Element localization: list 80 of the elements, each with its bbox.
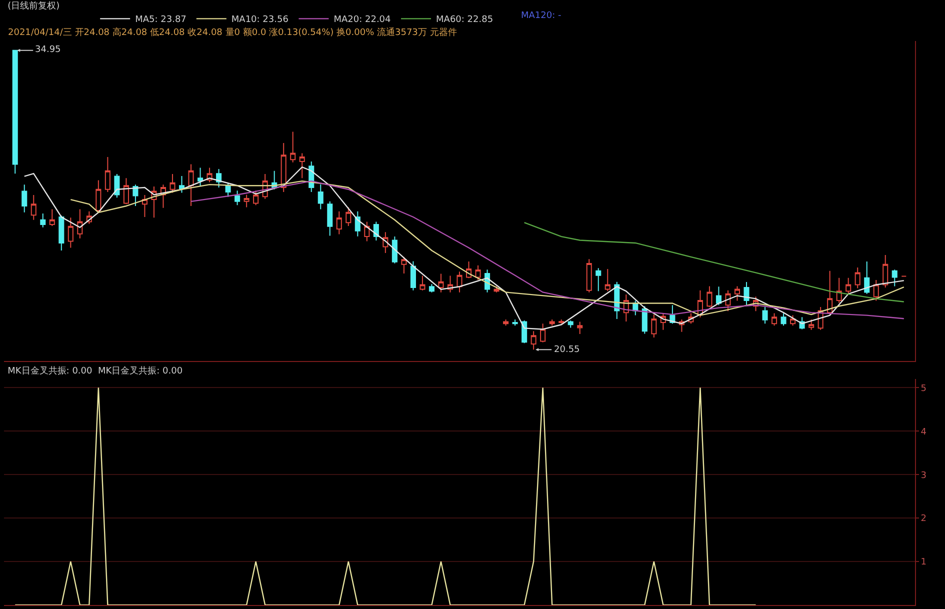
candlestick xyxy=(188,164,194,206)
candlestick xyxy=(336,210,342,235)
candlestick xyxy=(354,210,360,237)
candlestick xyxy=(30,194,36,220)
candlestick xyxy=(170,173,176,194)
candlestick xyxy=(864,260,870,294)
candlestick xyxy=(892,269,898,287)
y-tick-label: 1 xyxy=(920,558,927,568)
candlestick xyxy=(846,277,852,296)
candlestick xyxy=(244,194,250,208)
candlestick xyxy=(420,275,426,291)
candlestick xyxy=(706,286,712,308)
candlestick xyxy=(104,156,110,193)
candlestick xyxy=(364,221,370,242)
candlestick xyxy=(198,167,204,187)
candlestick xyxy=(234,190,240,206)
candlestick xyxy=(40,212,46,228)
candlestick xyxy=(401,256,407,274)
candlestick xyxy=(596,268,602,292)
candlestick xyxy=(549,318,555,326)
candlestick xyxy=(253,190,259,206)
legend-label: MA5: 23.87 xyxy=(135,15,186,26)
candlestick xyxy=(744,282,750,306)
candlestick xyxy=(772,312,778,326)
candlestick xyxy=(68,217,74,248)
candlestick xyxy=(327,200,333,236)
y-tick-label: 2 xyxy=(920,514,927,524)
text: MA120: - xyxy=(521,11,562,21)
candlestick xyxy=(577,321,583,334)
candlestick xyxy=(58,215,64,251)
candlestick xyxy=(522,320,528,344)
candlestick xyxy=(716,286,722,306)
y-tick-label: 4 xyxy=(920,427,927,438)
legend-label: MA20: 22.04 xyxy=(334,15,392,26)
candlestick xyxy=(410,260,416,291)
candlestick xyxy=(123,178,129,205)
candlestick xyxy=(512,318,518,326)
candlestick xyxy=(873,279,879,302)
candlestick xyxy=(49,208,55,226)
candlestick xyxy=(96,180,102,213)
chart-subtitle: 2021/04/14/三 开24.08 高24.08 低24.08 收24.08 量0 额0.0 涨0.13(0.54%) 换0.00% 流通3573万 元器件 xyxy=(8,27,457,38)
candlestick xyxy=(132,184,138,206)
candlestick xyxy=(456,271,462,293)
legend-label: MA60: 22.85 xyxy=(436,15,494,26)
candlestick xyxy=(438,273,444,293)
candlestick xyxy=(568,320,574,328)
candlestick xyxy=(503,318,509,326)
candlestick xyxy=(318,184,324,210)
candlestick xyxy=(475,264,481,280)
candlestick xyxy=(290,131,296,163)
candlestick xyxy=(346,206,352,226)
candlestick xyxy=(540,323,546,343)
candlestick xyxy=(642,306,648,334)
y-tick-label: 5 xyxy=(920,384,927,394)
candlestick xyxy=(586,258,592,293)
legend-label: MA10: 23.56 xyxy=(231,15,289,26)
y-tick-label: 3 xyxy=(920,470,927,481)
candlestick xyxy=(827,270,833,315)
candlestick xyxy=(882,254,888,288)
candlestick xyxy=(428,284,434,293)
candlestick xyxy=(299,152,305,179)
candlestick xyxy=(392,236,398,264)
candlestick xyxy=(178,176,185,194)
candlestick xyxy=(280,142,286,193)
candlestick xyxy=(77,208,83,239)
candlestick xyxy=(22,184,28,213)
candlestick xyxy=(114,173,120,198)
candlestick xyxy=(651,314,657,338)
chart-title: MK日金叉共振: 0.00 MK日金叉共振: 0.00 xyxy=(8,365,183,376)
candlestick xyxy=(780,312,786,326)
chart-title: (日线前复权) xyxy=(8,0,60,12)
candlestick xyxy=(854,266,860,289)
candlestick xyxy=(808,318,814,330)
candlestick xyxy=(836,277,842,304)
candlestick xyxy=(734,286,740,302)
candlestick xyxy=(604,268,610,292)
candlestick xyxy=(142,194,148,218)
candlestick xyxy=(762,306,768,324)
annotation: 20.55 xyxy=(554,345,580,355)
annotation: 34.95 xyxy=(35,45,61,55)
